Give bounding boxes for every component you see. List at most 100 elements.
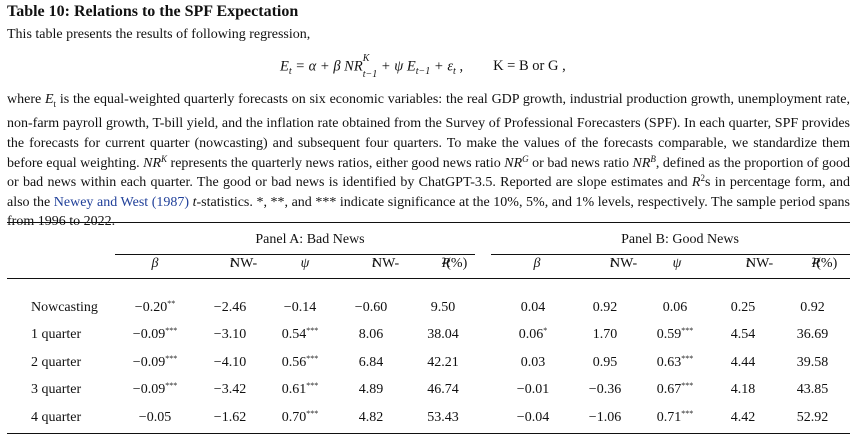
table-cell: 0.63*** — [656, 353, 694, 370]
significance-stars: *** — [306, 408, 319, 418]
col-header: ψ — [672, 256, 682, 271]
significance-stars: *** — [165, 353, 178, 363]
table-cell: 4.89 — [358, 382, 384, 398]
desc-symbol: NR — [143, 155, 161, 171]
desc-symbol: E — [44, 92, 54, 107]
eq-lhs: E — [280, 58, 289, 75]
significance-stars: *** — [306, 353, 319, 363]
panel-a-header: Panel A: Bad News — [255, 232, 365, 247]
eq-k-text: K = B or G , — [493, 58, 566, 75]
table-intro: This table presents the results of follo… — [7, 27, 311, 42]
significance-stars: *** — [306, 326, 319, 336]
panel-b-rule — [491, 254, 850, 255]
col-header: β — [151, 256, 159, 271]
desc-sup: G — [522, 153, 529, 164]
table-cell: 0.92 — [592, 299, 618, 315]
eq-eps-sub: t — [453, 66, 456, 78]
desc-symbol: t — [192, 194, 197, 210]
table-cell: −1.62 — [213, 409, 247, 425]
desc-sup: K — [161, 153, 168, 164]
eq-e-sub: t−1 — [415, 66, 431, 78]
desc-symbol: NR — [632, 155, 651, 171]
table-cell: 46.74 — [427, 382, 459, 398]
table-cell: −0.01 — [516, 382, 550, 398]
desc-text: represents the quarterly news ratios, ei… — [167, 155, 505, 171]
table-cell: 0.06* — [518, 326, 548, 343]
table-cell: −0.04 — [516, 409, 550, 425]
results-body: Nowcasting −0.20** −2.46 −0.14 −0.60 9.50 0.04… — [7, 294, 850, 432]
citation-link[interactable]: Newey and West (1987) — [53, 194, 190, 210]
table-cell: −0.05 — [138, 409, 172, 425]
table-cell: 0.03 — [520, 354, 546, 370]
table-cell: −0.09*** — [132, 381, 178, 398]
table-cell: 52.92 — [796, 409, 829, 425]
table-gap — [479, 404, 495, 432]
eq-nr-sub: t−1 — [362, 69, 378, 80]
table-row: Nowcasting −0.20** −2.46 −0.14 −0.60 9.50 0.04… — [7, 294, 850, 322]
significance-stars: *** — [681, 381, 694, 391]
table-gap — [479, 322, 495, 350]
table-cell: 38.04 — [427, 327, 459, 343]
row-label: 3 quarter — [31, 382, 82, 398]
desc-text: or bad news ratio — [528, 155, 633, 171]
table-title: Table 10: Relations to the SPF Expectati… — [7, 3, 299, 20]
table-gap — [479, 294, 495, 322]
table-cell: 0.92 — [800, 299, 825, 315]
table-cell: 53.43 — [427, 409, 459, 425]
table-row: 3 quarter −0.09*** −3.42 0.61*** 4.89 46.74 −0… — [7, 377, 850, 405]
table-cell: 4.54 — [730, 327, 756, 343]
col-header: β — [533, 256, 541, 271]
significance-stars: *** — [306, 381, 319, 391]
table-cell: 4.44 — [730, 354, 756, 370]
header-rule — [7, 278, 850, 279]
eq-eq: = α + β NR — [291, 58, 363, 75]
table-cell: 0.67*** — [656, 381, 694, 398]
table-description: where Et is the equal-weighted quarterly… — [7, 90, 850, 232]
desc-text: is the equal-weighted quarterly forecast… — [7, 92, 851, 171]
desc-sup: B — [650, 153, 656, 164]
table-cell: 0.56*** — [281, 353, 319, 370]
desc-text: where — [7, 92, 45, 107]
significance-stars: ** — [167, 298, 176, 308]
desc-sup: 2 — [700, 173, 705, 184]
eq-nr-sup: K — [362, 53, 370, 64]
row-label: Nowcasting — [31, 299, 98, 315]
table-cell: −2.46 — [213, 299, 247, 315]
table-cell: 36.69 — [796, 327, 829, 343]
table-cell: 1.70 — [592, 327, 618, 343]
desc-text: s in percentage form, and also the — [7, 175, 850, 210]
significance-stars: *** — [681, 353, 694, 363]
significance-stars: *** — [165, 381, 178, 391]
significance-stars: *** — [681, 326, 694, 336]
desc-text: -statistics. *, **, and *** indicate sig… — [7, 194, 850, 230]
eq-lhs-sub: t — [288, 66, 292, 78]
table-cell: 0.59*** — [656, 326, 694, 343]
eq-eps: + ε — [430, 58, 454, 75]
table-cell: −0.09*** — [132, 326, 178, 343]
table-cell: 9.50 — [430, 299, 456, 315]
table-cell: −0.14 — [283, 299, 317, 315]
table-cell: −0.60 — [354, 299, 388, 315]
table-cell: 0.71*** — [656, 408, 694, 425]
table-cell: 0.95 — [592, 354, 618, 370]
table-cell: 8.06 — [358, 327, 384, 343]
table-cell: −3.42 — [213, 382, 247, 398]
table-row: 4 quarter −0.05 −1.62 0.70*** 4.82 53.43 −0.04… — [7, 404, 850, 432]
table-cell: −3.10 — [213, 327, 247, 343]
eq-mid: + ψ E — [377, 58, 416, 75]
row-label: 2 quarter — [31, 354, 82, 370]
table-cell: 0.61*** — [281, 381, 319, 398]
table-cell: 4.18 — [730, 382, 756, 398]
table-cell: 6.84 — [358, 354, 384, 370]
table-cell: −0.09*** — [132, 353, 178, 370]
table-cell: −0.36 — [588, 382, 622, 398]
top-rule — [7, 222, 850, 223]
significance-stars: *** — [165, 326, 178, 336]
significance-stars: * — [543, 326, 548, 336]
panel-a-rule — [115, 254, 475, 255]
desc-symbol: R — [691, 175, 701, 191]
